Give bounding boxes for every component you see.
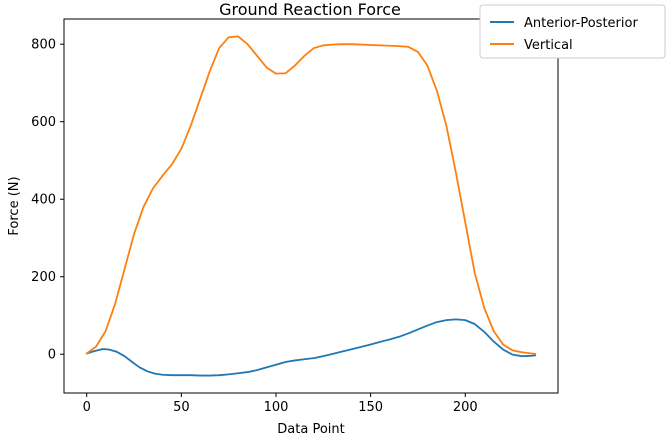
y-tick-label: 600 [31, 115, 56, 130]
plot-area [63, 18, 559, 394]
series-layer [85, 35, 537, 377]
legend: Anterior-Posterior Vertical [479, 4, 666, 59]
y-tick-label: 200 [31, 270, 56, 285]
series-line-vertical [85, 35, 537, 355]
x-tick-label: 150 [358, 400, 383, 415]
x-axis: 0 50 100 150 200 [83, 393, 478, 415]
legend-label-vertical: Vertical [524, 38, 573, 53]
x-tick-label: 200 [453, 400, 478, 415]
plot-background [64, 19, 558, 393]
plot-frame [63, 18, 559, 394]
chart-title: Ground Reaction Force [219, 0, 401, 19]
y-axis: 0 200 400 600 800 [31, 38, 64, 363]
x-tick-label: 100 [264, 400, 289, 415]
y-axis-label: Force (N) [7, 176, 22, 235]
y-tick-label: 0 [48, 348, 56, 363]
y-tick-label: 400 [31, 193, 56, 208]
legend-label-anterior-posterior: Anterior-Posterior [524, 16, 638, 31]
x-tick-label: 50 [173, 400, 190, 415]
series-line-anterior-posterior [85, 318, 537, 377]
x-axis-label: Data Point [277, 422, 344, 437]
x-tick-label: 0 [83, 400, 91, 415]
legend-box [479, 4, 666, 59]
y-tick-label: 800 [31, 38, 56, 53]
